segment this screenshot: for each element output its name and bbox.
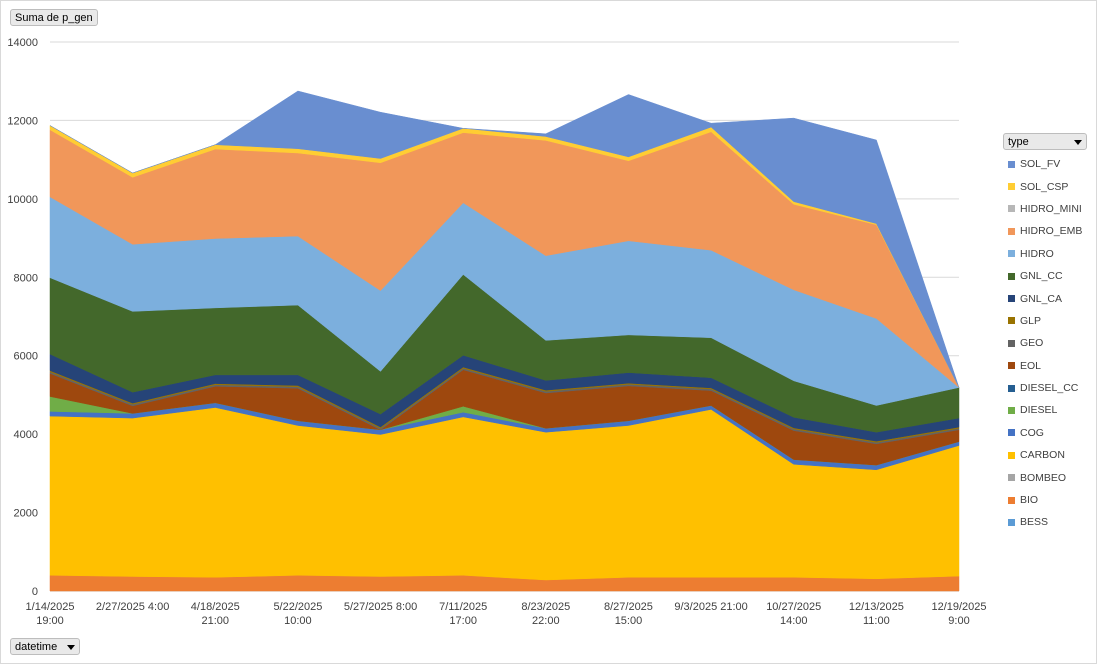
y-tick-label: 0 (32, 586, 38, 598)
x-tick-label: 7/11/2025 17:00 (439, 601, 487, 627)
x-tick-label: 5/27/2025 8:00 (344, 601, 417, 613)
chart-legend: SOL_FV SOL_CSP HIDRO_MINI HIDRO_EMB HIDRO GNL… (1008, 153, 1094, 534)
legend-item[interactable]: DIESEL_CC (1008, 377, 1094, 399)
legend-item[interactable]: COG (1008, 422, 1094, 444)
y-axis-ticks: 0 2000 4000 6000 8000 10000 12000 14000 (7, 37, 38, 598)
chevron-down-icon[interactable] (1074, 140, 1082, 145)
legend-swatch (1008, 429, 1015, 437)
x-axis-ticks: 1/14/2025 19:00 2/27/2025 4:00 4/18/2025 21:… (26, 601, 987, 627)
legend-swatch (1008, 205, 1015, 213)
legend-swatch (1008, 496, 1015, 504)
legend-label: BIO (1020, 494, 1039, 507)
legend-label: GEO (1020, 337, 1044, 350)
legend-field-button[interactable]: type (1003, 133, 1087, 150)
legend-swatch (1008, 317, 1015, 325)
legend-label: HIDRO_EMB (1020, 225, 1083, 238)
legend-label: GNL_CA (1020, 292, 1063, 305)
legend-swatch (1008, 227, 1015, 235)
legend-item[interactable]: HIDRO_MINI (1008, 198, 1094, 220)
y-tick-label: 8000 (14, 272, 38, 284)
legend-item[interactable]: BOMBEO (1008, 466, 1094, 488)
legend-label: HIDRO (1020, 247, 1054, 260)
legend-field-label: type (1008, 136, 1029, 148)
x-tick-label: 5/22/2025 10:00 (273, 601, 322, 627)
area-sol-fv[interactable] (49, 90, 960, 388)
x-tick-label: 8/23/2025 22:00 (521, 601, 570, 627)
legend-item[interactable]: DIESEL (1008, 399, 1094, 421)
x-tick-label: 9/3/2025 21:00 (674, 601, 747, 613)
legend-item[interactable]: GEO (1008, 332, 1094, 354)
legend-label: BESS (1020, 516, 1049, 529)
legend-item[interactable]: GNL_CC (1008, 265, 1094, 287)
y-tick-label: 12000 (7, 115, 38, 127)
legend-swatch (1008, 250, 1015, 258)
y-tick-label: 6000 (14, 351, 38, 363)
x-tick-label: 4/18/2025 21:00 (191, 601, 240, 627)
legend-label: COG (1020, 426, 1044, 439)
legend-item[interactable]: GNL_CA (1008, 287, 1094, 309)
legend-swatch (1008, 295, 1015, 303)
x-tick-label: 2/27/2025 4:00 (96, 601, 169, 613)
value-field-label: Suma de p_gen (15, 12, 93, 24)
x-tick-label: 12/19/2025 9:00 (931, 601, 986, 627)
legend-swatch (1008, 451, 1015, 459)
legend-label: DIESEL_CC (1020, 382, 1079, 395)
legend-swatch (1008, 474, 1015, 482)
legend-label: GNL_CC (1020, 270, 1063, 283)
axis-field-label: datetime (15, 641, 58, 653)
legend-item[interactable]: EOL (1008, 355, 1094, 377)
legend-label: BOMBEO (1020, 471, 1067, 484)
x-tick-label: 12/13/2025 11:00 (849, 601, 904, 627)
legend-swatch (1008, 272, 1015, 280)
y-tick-label: 14000 (7, 37, 38, 49)
axis-field-button[interactable]: datetime (10, 638, 80, 655)
legend-swatch (1008, 362, 1015, 370)
y-tick-label: 4000 (14, 429, 38, 441)
legend-item[interactable]: SOL_FV (1008, 153, 1094, 175)
legend-swatch (1008, 160, 1015, 168)
legend-swatch (1008, 518, 1015, 526)
legend-label: EOL (1020, 359, 1042, 372)
legend-label: DIESEL (1020, 404, 1058, 417)
legend-item[interactable]: CARBON (1008, 444, 1094, 466)
value-field-button[interactable]: Suma de p_gen (10, 9, 98, 26)
legend-item[interactable]: BIO (1008, 489, 1094, 511)
y-tick-label: 2000 (14, 508, 38, 520)
legend-swatch (1008, 384, 1015, 392)
legend-swatch (1008, 339, 1015, 347)
legend-item[interactable]: SOL_CSP (1008, 175, 1094, 197)
legend-label: HIDRO_MINI (1020, 202, 1082, 215)
legend-label: SOL_CSP (1020, 180, 1069, 193)
legend-swatch (1008, 406, 1015, 414)
y-tick-label: 10000 (7, 194, 38, 206)
legend-swatch (1008, 183, 1015, 191)
legend-item[interactable]: HIDRO (1008, 243, 1094, 265)
legend-item[interactable]: HIDRO_EMB (1008, 220, 1094, 242)
legend-label: CARBON (1020, 449, 1065, 462)
x-tick-label: 1/14/2025 19:00 (26, 601, 75, 627)
x-tick-label: 10/27/2025 14:00 (766, 601, 821, 627)
x-tick-label: 8/27/2025 15:00 (604, 601, 653, 627)
legend-item[interactable]: GLP (1008, 310, 1094, 332)
legend-label: SOL_FV (1020, 158, 1061, 171)
legend-item[interactable]: BESS (1008, 511, 1094, 533)
legend-label: GLP (1020, 314, 1042, 327)
area-series (49, 90, 960, 592)
chevron-down-icon[interactable] (67, 645, 75, 650)
